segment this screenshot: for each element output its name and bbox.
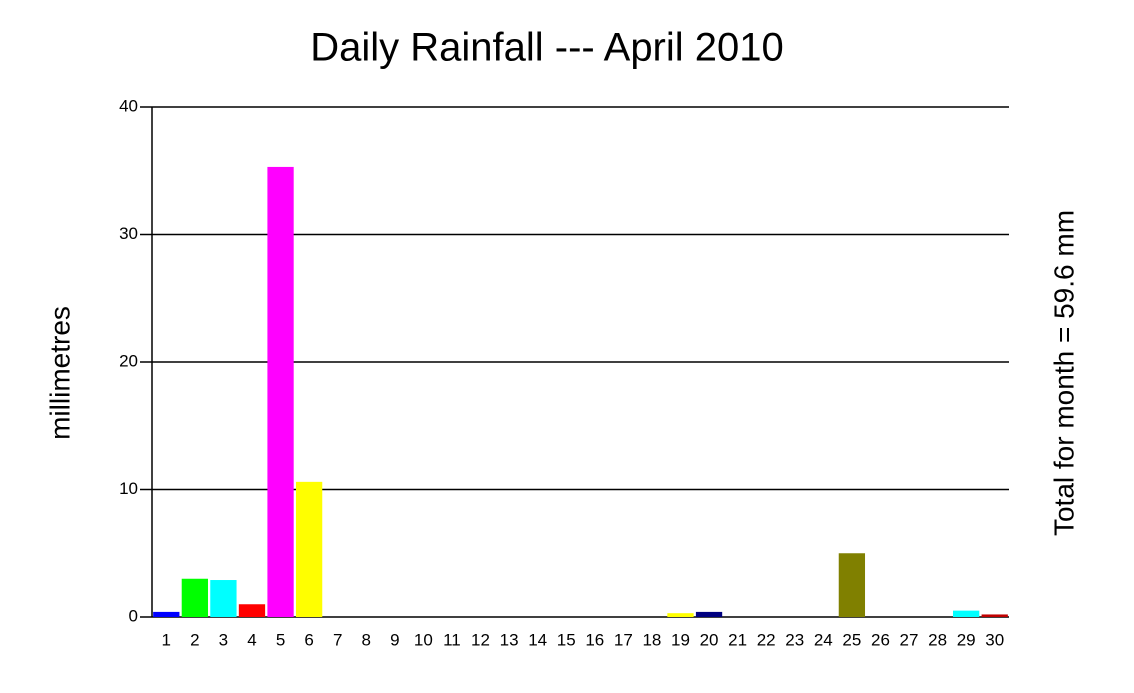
x-tick-label: 29 [957, 630, 976, 649]
x-tick-label: 1 [162, 630, 171, 649]
y-tick-label: 20 [119, 351, 138, 370]
bar [953, 610, 980, 617]
x-tick-label: 22 [757, 630, 776, 649]
bar [181, 578, 208, 617]
x-tick-label: 28 [928, 630, 947, 649]
bar [295, 481, 323, 617]
bar [210, 580, 237, 617]
x-tick-label: 20 [700, 630, 719, 649]
x-tick-label: 10 [414, 630, 433, 649]
bar [695, 611, 723, 617]
x-tick-label: 14 [528, 630, 547, 649]
x-tick-label: 5 [276, 630, 285, 649]
x-tick-label: 21 [728, 630, 747, 649]
bar [667, 613, 694, 617]
x-tick-label: 11 [443, 630, 461, 649]
x-tick-label: 19 [671, 630, 690, 649]
bar [238, 604, 266, 617]
y-tick-label: 40 [119, 96, 138, 115]
chart-title: Daily Rainfall --- April 2010 [310, 26, 784, 70]
x-tick-label: 17 [614, 630, 633, 649]
x-tick-label: 8 [362, 630, 371, 649]
bar [981, 614, 1008, 617]
bar [838, 553, 866, 617]
annotation: Total for month = 59.6 mm [1048, 210, 1079, 536]
x-tick-label: 7 [333, 630, 342, 649]
x-tick-label: 6 [304, 630, 313, 649]
x-tick-label: 27 [900, 630, 919, 649]
bar [153, 611, 180, 617]
x-tick-label: 12 [471, 630, 490, 649]
y-tick-label: 10 [119, 479, 138, 498]
y-tick-label: 30 [119, 224, 138, 243]
x-tick-label: 9 [390, 630, 399, 649]
x-tick-label: 24 [814, 630, 833, 649]
x-tick-label: 16 [585, 630, 604, 649]
x-tick-label: 18 [642, 630, 661, 649]
x-tick-label: 25 [842, 630, 861, 649]
x-tick-label: 3 [219, 630, 228, 649]
x-tick-label: 30 [985, 630, 1004, 649]
y-tick-label: 0 [129, 606, 138, 625]
bar [267, 166, 294, 618]
x-tick-label: 4 [247, 630, 256, 649]
x-tick-label: 23 [785, 630, 804, 649]
x-tick-label: 26 [871, 630, 890, 649]
x-tick-label: 2 [190, 630, 199, 649]
x-tick-label: 13 [500, 630, 519, 649]
y-axis-label: millimetres [44, 306, 75, 440]
x-tick-label: 15 [557, 630, 576, 649]
